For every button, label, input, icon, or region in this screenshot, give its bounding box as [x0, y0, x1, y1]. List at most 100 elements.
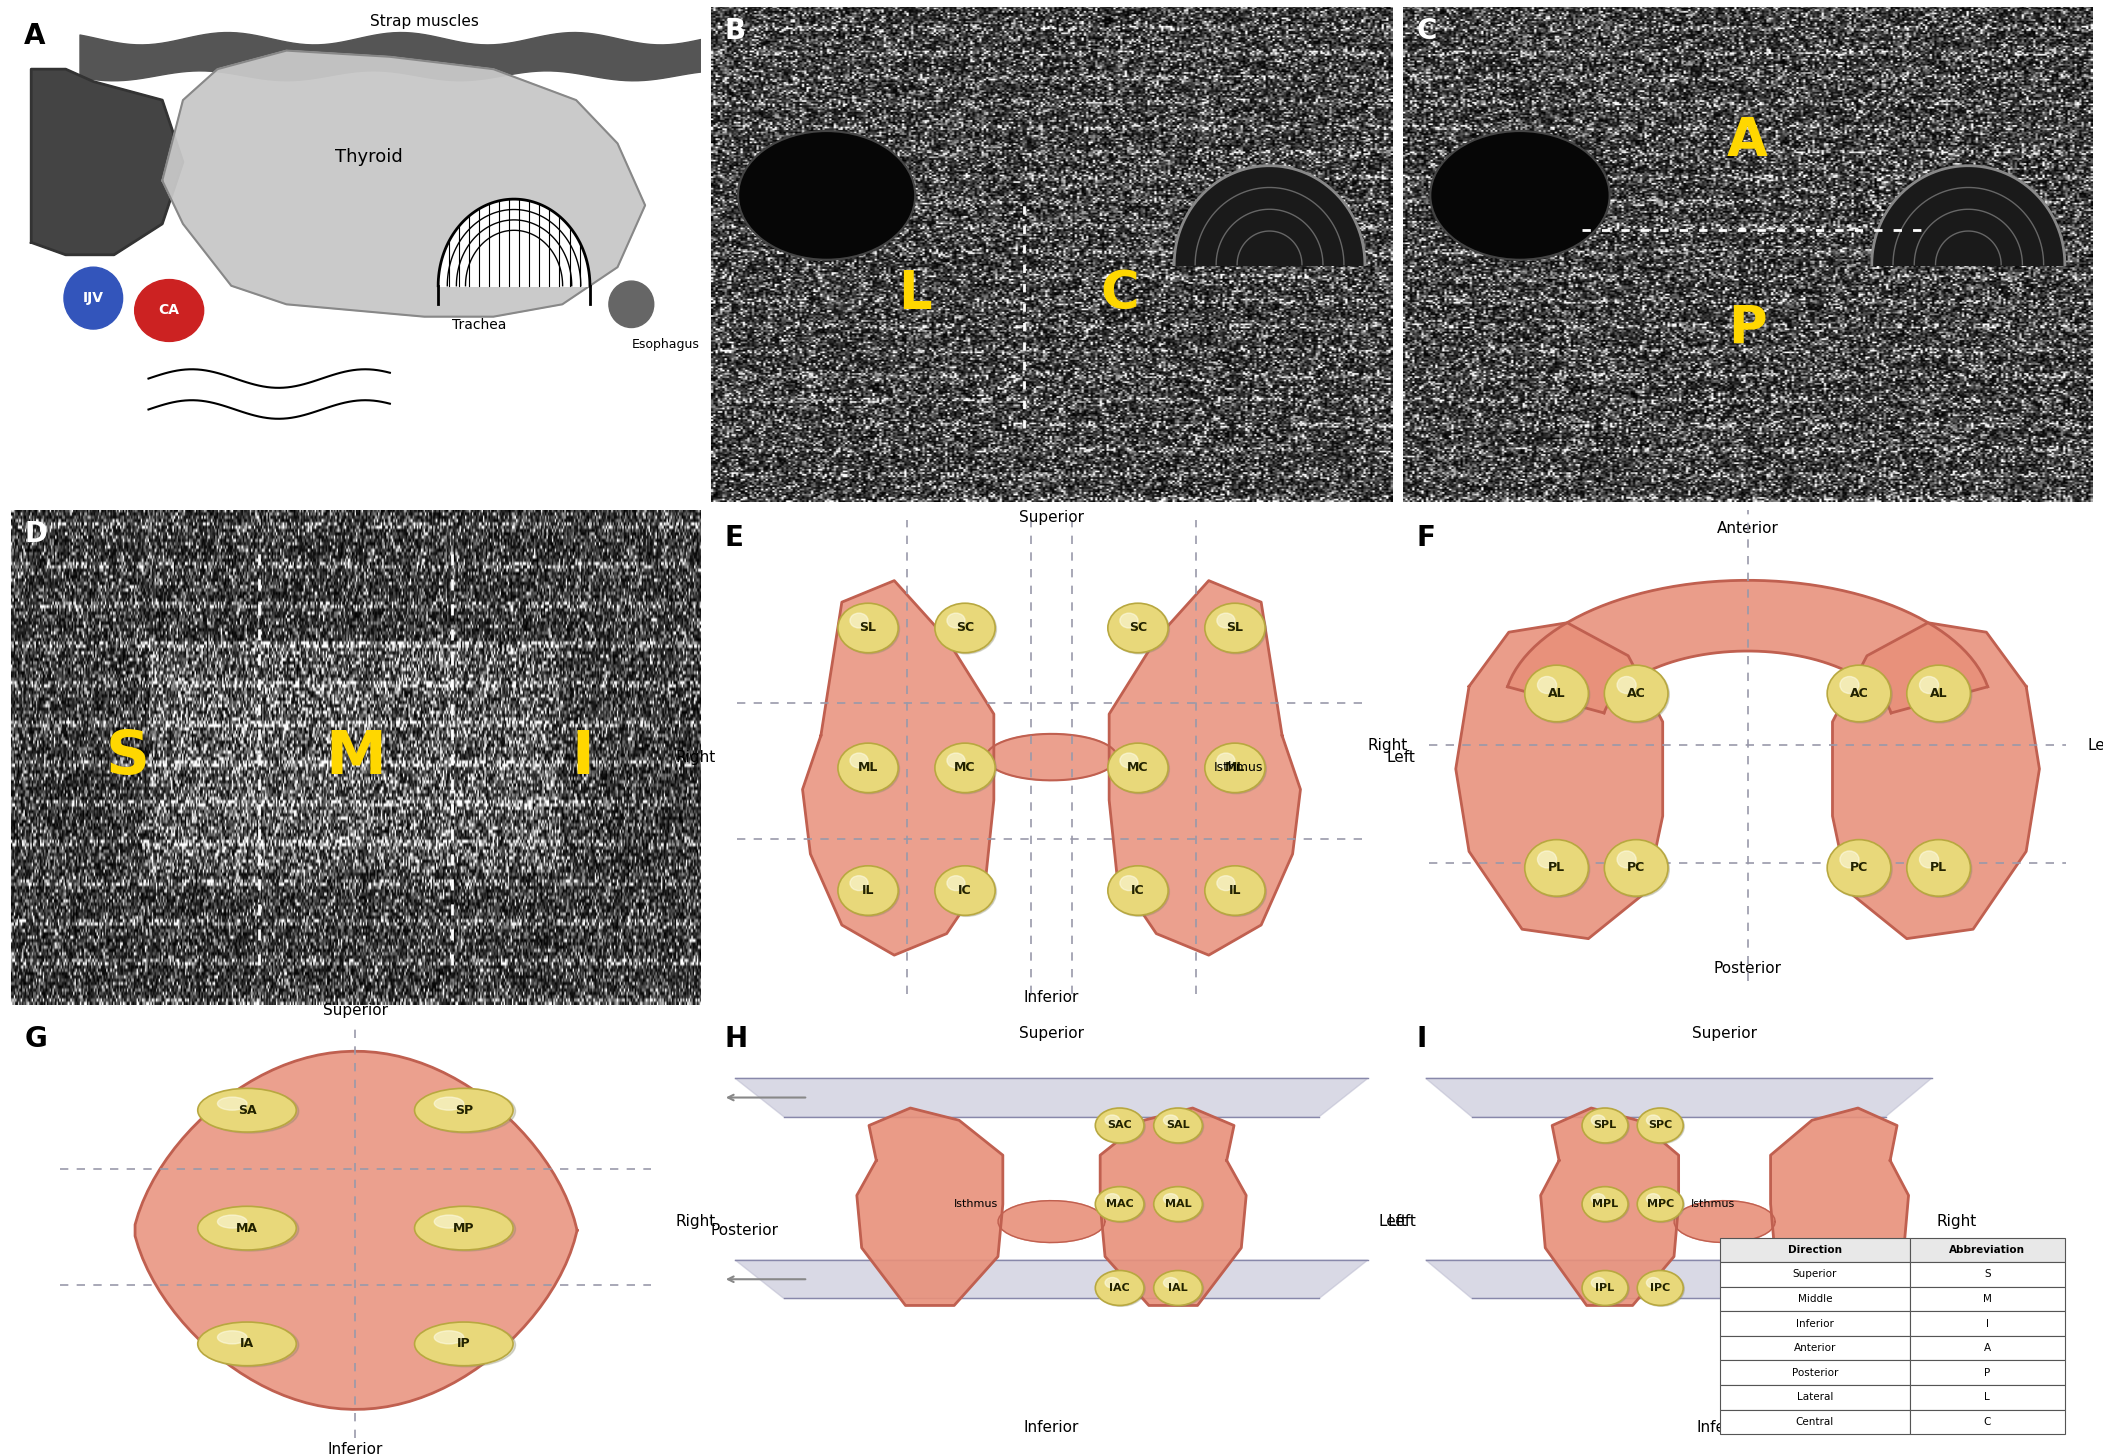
Text: Left: Left — [1388, 1214, 1415, 1229]
Text: A: A — [25, 22, 46, 50]
Circle shape — [1907, 840, 1973, 897]
Polygon shape — [1426, 1259, 1931, 1299]
Bar — [1910, 1385, 2065, 1409]
Circle shape — [1527, 840, 1590, 897]
Circle shape — [433, 1098, 465, 1109]
Circle shape — [1638, 1271, 1682, 1306]
Circle shape — [1108, 603, 1167, 652]
Text: MA: MA — [236, 1222, 259, 1235]
Circle shape — [946, 613, 965, 628]
Text: L: L — [898, 268, 932, 320]
Circle shape — [1592, 1277, 1605, 1289]
Circle shape — [1155, 1188, 1203, 1223]
Circle shape — [1205, 866, 1266, 916]
Polygon shape — [803, 581, 995, 955]
Circle shape — [198, 1089, 297, 1133]
Circle shape — [416, 1324, 515, 1367]
Text: Isthmus: Isthmus — [955, 1200, 999, 1208]
Text: SAC: SAC — [1108, 1121, 1131, 1130]
Circle shape — [1828, 840, 1893, 897]
Circle shape — [1430, 131, 1609, 259]
Circle shape — [1584, 1188, 1630, 1223]
Text: Superior: Superior — [1693, 1026, 1758, 1041]
Circle shape — [1581, 1187, 1628, 1222]
Circle shape — [1096, 1187, 1144, 1222]
Circle shape — [1155, 1109, 1203, 1144]
Circle shape — [1108, 743, 1167, 792]
Circle shape — [1840, 850, 1859, 868]
Circle shape — [1828, 667, 1893, 724]
Circle shape — [198, 1206, 297, 1249]
Circle shape — [1205, 603, 1266, 652]
Text: MC: MC — [955, 761, 976, 775]
Circle shape — [1205, 743, 1266, 792]
Text: IC: IC — [959, 884, 972, 897]
Text: SC: SC — [957, 622, 974, 635]
Circle shape — [1537, 850, 1556, 868]
Bar — [1910, 1238, 2065, 1262]
Circle shape — [217, 1214, 246, 1229]
Text: IL: IL — [1228, 884, 1241, 897]
Circle shape — [1527, 667, 1590, 724]
Bar — [1910, 1312, 2065, 1337]
Bar — [1910, 1287, 2065, 1312]
Circle shape — [198, 1322, 297, 1366]
Circle shape — [850, 875, 869, 891]
Circle shape — [1617, 850, 1636, 868]
Text: Middle: Middle — [1798, 1294, 1832, 1305]
Text: MC: MC — [1127, 761, 1148, 775]
Text: Inferior: Inferior — [1024, 990, 1079, 1005]
Bar — [1720, 1337, 1910, 1360]
Text: IA: IA — [240, 1338, 254, 1350]
Circle shape — [1155, 1108, 1203, 1143]
Circle shape — [416, 1089, 515, 1133]
Text: MAC: MAC — [1106, 1200, 1134, 1208]
Circle shape — [1920, 677, 1939, 693]
Text: SP: SP — [454, 1104, 473, 1117]
Circle shape — [1207, 866, 1266, 916]
Circle shape — [1155, 1271, 1203, 1306]
Circle shape — [1096, 1271, 1144, 1306]
Text: AL: AL — [1931, 687, 1947, 700]
Text: AC: AC — [1628, 687, 1645, 700]
Circle shape — [200, 1089, 299, 1133]
Circle shape — [839, 744, 900, 794]
Text: ML: ML — [858, 761, 879, 775]
Polygon shape — [856, 1108, 1003, 1306]
Text: Posterior: Posterior — [1792, 1367, 1838, 1377]
Text: Direction: Direction — [1788, 1245, 1842, 1255]
Circle shape — [1104, 1277, 1119, 1289]
Circle shape — [200, 1324, 299, 1367]
Text: PC: PC — [1628, 862, 1645, 875]
Text: IC: IC — [1131, 884, 1144, 897]
Text: MP: MP — [452, 1222, 475, 1235]
Circle shape — [217, 1098, 246, 1109]
Circle shape — [1638, 1271, 1685, 1306]
Text: H: H — [723, 1025, 747, 1053]
Bar — [1910, 1262, 2065, 1287]
Circle shape — [1907, 667, 1973, 724]
Text: SPC: SPC — [1649, 1121, 1672, 1130]
Polygon shape — [1455, 623, 1663, 939]
Circle shape — [1121, 613, 1138, 628]
Text: CA: CA — [158, 303, 179, 317]
Text: Superior: Superior — [1020, 1026, 1083, 1041]
Text: Right: Right — [675, 750, 715, 764]
Circle shape — [837, 603, 898, 652]
Circle shape — [1581, 1108, 1628, 1143]
Circle shape — [837, 866, 898, 916]
Text: Right: Right — [1367, 738, 1409, 753]
Polygon shape — [135, 1051, 576, 1409]
Text: P: P — [1983, 1367, 1989, 1377]
Circle shape — [1638, 1109, 1685, 1144]
Circle shape — [217, 1331, 246, 1344]
Circle shape — [1581, 1271, 1628, 1306]
Text: Lateral: Lateral — [1796, 1392, 1834, 1402]
Text: PL: PL — [1548, 862, 1565, 875]
Circle shape — [1121, 753, 1138, 767]
Bar — [1910, 1337, 2065, 1360]
Text: AL: AL — [1548, 687, 1565, 700]
Circle shape — [1108, 866, 1167, 916]
Text: Isthmus: Isthmus — [1213, 761, 1264, 775]
Text: IPC: IPC — [1651, 1283, 1670, 1293]
